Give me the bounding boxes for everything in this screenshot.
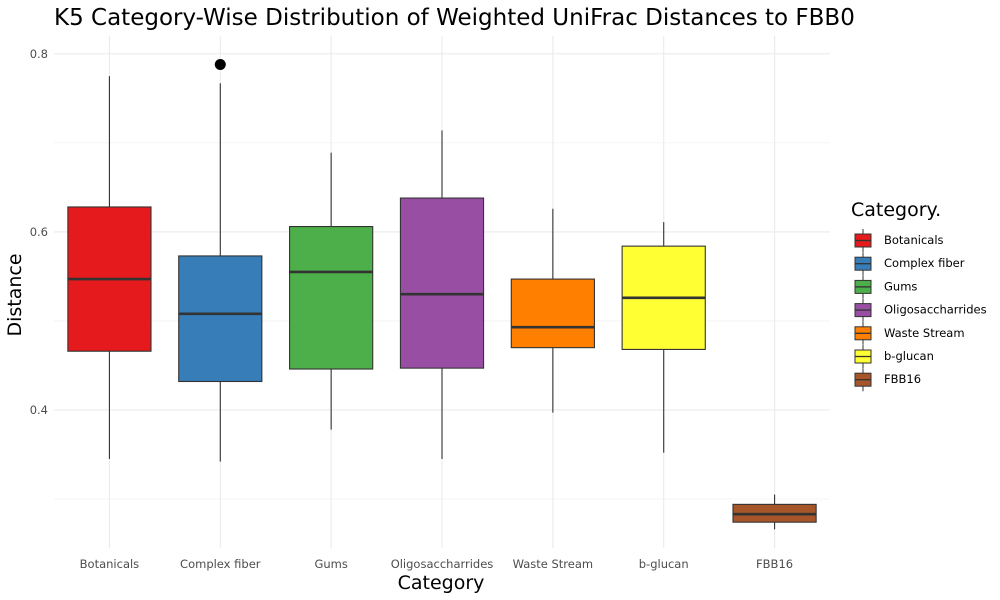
box-iqr bbox=[399, 197, 485, 369]
legend-label: Complex fiber bbox=[884, 256, 965, 270]
legend-label: Waste Stream bbox=[884, 326, 965, 340]
legend: Category. Botanicals Complex fiber Gums Oli… bbox=[851, 199, 987, 392]
box-iqr bbox=[178, 255, 263, 383]
legend-label: Botanicals bbox=[884, 233, 944, 247]
box-b-glucan bbox=[621, 222, 706, 453]
y-tick-label: 0.6 bbox=[30, 225, 48, 239]
legend-label: FBB16 bbox=[884, 372, 921, 386]
x-tick-label: b-glucan bbox=[639, 557, 689, 571]
legend-label: Gums bbox=[884, 279, 917, 293]
outlier-point bbox=[214, 58, 226, 70]
box-botanicals bbox=[67, 76, 152, 459]
legend-label: Oligosaccharrides bbox=[884, 303, 987, 317]
legend-item: Botanicals bbox=[854, 229, 944, 252]
legend-item: Oligosaccharrides bbox=[854, 298, 987, 322]
x-tick-labels: Botanicals Complex fiber Gums Oligosaccharr… bbox=[80, 557, 793, 571]
legend-label: b-glucan bbox=[884, 349, 934, 363]
legend-item: Complex fiber bbox=[854, 252, 965, 276]
legend-title: Category. bbox=[851, 199, 941, 221]
y-tick-label: 0.4 bbox=[30, 403, 48, 417]
box-fbb16 bbox=[732, 494, 817, 530]
y-tick-labels: 0.4 0.6 0.8 bbox=[30, 47, 48, 417]
box-oligosaccharrides bbox=[399, 130, 485, 459]
x-tick-label: Waste Stream bbox=[513, 557, 594, 571]
legend-item: FBB16 bbox=[854, 368, 921, 392]
y-tick-label: 0.8 bbox=[30, 47, 48, 61]
box-iqr bbox=[289, 226, 374, 370]
x-tick-label: Complex fiber bbox=[180, 557, 261, 571]
x-tick-label: Gums bbox=[314, 557, 347, 571]
box-iqr bbox=[510, 278, 595, 349]
box-waste-stream bbox=[510, 208, 595, 413]
legend-item: Waste Stream bbox=[854, 321, 965, 345]
chart-title: K5 Category-Wise Distribution of Weighte… bbox=[54, 5, 855, 31]
x-axis-title: Category bbox=[398, 572, 485, 594]
boxes bbox=[67, 58, 817, 530]
box-gums bbox=[289, 152, 374, 430]
x-tick-label: Botanicals bbox=[80, 557, 140, 571]
legend-item: b-glucan bbox=[854, 345, 934, 368]
x-tick-label: Oligosaccharrides bbox=[391, 557, 494, 571]
y-axis-title: Distance bbox=[4, 253, 26, 336]
box-complex-fiber bbox=[178, 58, 263, 462]
x-tick-label: FBB16 bbox=[756, 557, 793, 571]
legend-item: Gums bbox=[854, 275, 917, 299]
